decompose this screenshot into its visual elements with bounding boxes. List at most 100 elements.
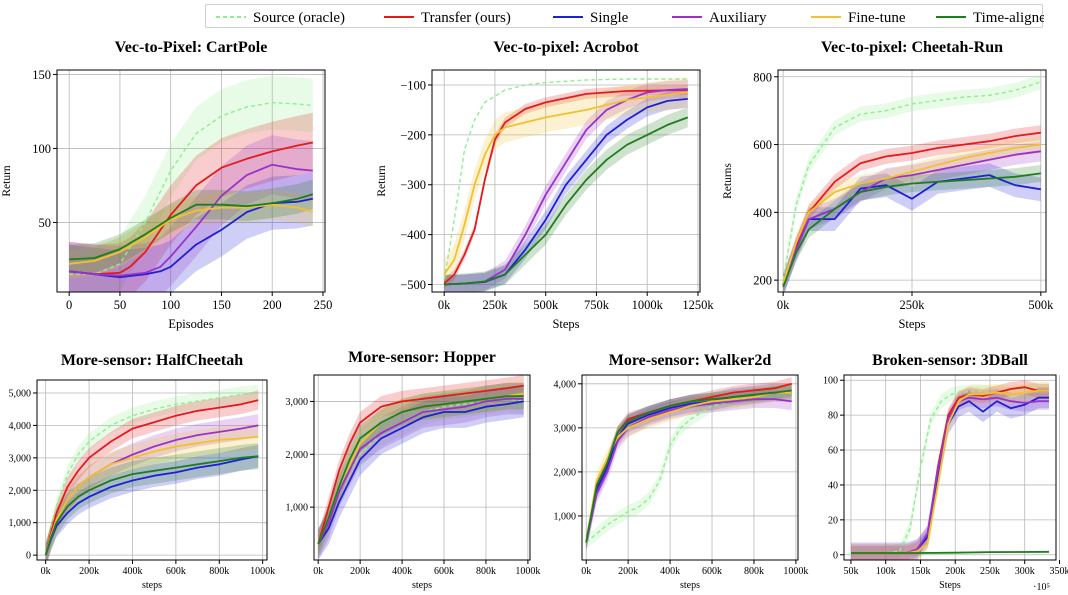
x-tick-label: 250k xyxy=(482,298,508,312)
series-group xyxy=(586,377,792,551)
y-tick-label: 50 xyxy=(39,216,52,230)
x-tick-label: 1000k xyxy=(632,298,664,312)
y-tick-label: 40 xyxy=(828,480,838,491)
y-tick-label: 5,000 xyxy=(9,388,32,399)
x-tick-label: 600k xyxy=(702,566,722,577)
series-group xyxy=(46,385,259,568)
x-tick-label: 500k xyxy=(533,298,559,312)
chart-title: Vec-to-Pixel: CartPole xyxy=(115,39,268,56)
x-tick-label: 200k xyxy=(945,566,965,577)
chart-vec-to-pixel-acrobot: Vec-to-pixel: Acrobot0k 250k 500k 750k 1000k… xyxy=(376,39,714,331)
chart-broken-sensor-3dball: Broken-sensor: 3DBall 50k 100k 150k 200k 250k… xyxy=(823,352,1068,593)
x-tick-label: 50k xyxy=(843,566,858,577)
x-tick-label: 250k xyxy=(900,298,926,312)
y-tick-label: 4,000 xyxy=(9,421,32,432)
x-tick-label: 0k xyxy=(777,298,790,312)
x-tick-label: 0k xyxy=(438,298,451,312)
x-axis-label: steps xyxy=(142,580,162,591)
series-group xyxy=(318,375,524,560)
x-tick-label: 50 xyxy=(114,298,127,312)
x-tick-label: 600k xyxy=(166,566,186,577)
series-group xyxy=(851,380,1049,563)
x-tick-label: 800k xyxy=(476,566,496,577)
y-axis-label: Return xyxy=(376,165,388,197)
y-tick-label: 0 xyxy=(26,551,31,562)
chart-more-sensor-halfcheetah: More-sensor: HalfCheetah 0k 200k 400k 600k 80… xyxy=(9,352,276,591)
x-tick-label: 1000k xyxy=(515,566,540,577)
x-tick-label: 500k xyxy=(1028,298,1054,312)
x-tick-label: 600k xyxy=(434,566,454,577)
chart-title: More-sensor: Walker2d xyxy=(609,352,772,369)
y-tick-label: 3,000 xyxy=(286,397,309,408)
y-tick-label: 20 xyxy=(828,515,838,526)
x-tick-label: 200k xyxy=(79,566,99,577)
y-tick-label: −400 xyxy=(400,228,426,242)
y-tick-label: 200 xyxy=(753,274,772,288)
y-tick-label: 1,000 xyxy=(9,518,32,529)
x-tick-label: 800k xyxy=(209,566,229,577)
y-tick-label: 600 xyxy=(753,138,772,152)
chart-vec-to-pixel-cartpole: Vec-to-Pixel: CartPole 0 50 100 150 200 250 50 1… xyxy=(1,39,332,331)
chart-title: More-sensor: HalfCheetah xyxy=(61,352,243,369)
x-tick-label: 350k xyxy=(1049,566,1068,577)
y-tick-label: 1,000 xyxy=(554,511,577,522)
y-tick-label: 100 xyxy=(32,142,51,156)
x-axis-offset-label: ·10⁵ xyxy=(1033,582,1050,593)
x-tick-label: 150k xyxy=(910,566,930,577)
x-tick-label: 100 xyxy=(161,298,180,312)
y-tick-label: 60 xyxy=(828,446,838,457)
x-tick-label: 1000k xyxy=(250,566,275,577)
x-axis-label: Steps xyxy=(898,317,925,331)
x-tick-label: 250k xyxy=(980,566,1000,577)
x-tick-label: 200 xyxy=(263,298,282,312)
y-tick-label: 400 xyxy=(753,206,772,220)
y-tick-label: 4,000 xyxy=(554,379,577,390)
x-tick-label: 1250k xyxy=(682,298,714,312)
chart-title: Vec-to-pixel: Cheetah-Run xyxy=(821,39,1003,56)
x-tick-label: 0 xyxy=(66,298,72,312)
y-tick-label: 150 xyxy=(32,68,51,82)
x-tick-label: 400k xyxy=(660,566,680,577)
y-tick-label: 0 xyxy=(833,550,838,561)
x-tick-label: 0k xyxy=(41,566,51,577)
x-tick-label: 0k xyxy=(581,566,591,577)
x-tick-label: 1000k xyxy=(783,566,808,577)
x-axis-label: Steps xyxy=(939,580,961,591)
x-tick-label: 800k xyxy=(744,566,764,577)
y-tick-label: −300 xyxy=(400,178,426,192)
x-axis-label: Episodes xyxy=(168,317,213,331)
x-tick-label: 200k xyxy=(350,566,370,577)
x-tick-label: 300k xyxy=(1015,566,1035,577)
y-tick-label: 3,000 xyxy=(9,453,32,464)
x-tick-label: 400k xyxy=(392,566,412,577)
x-tick-label: 250 xyxy=(314,298,333,312)
chart-more-sensor-hopper: More-sensor: Hopper 0k 200k 400k 600k 800k 100… xyxy=(286,349,541,591)
x-tick-label: 400k xyxy=(122,566,142,577)
chart-vec-to-pixel-cheetah-run: Vec-to-pixel: Cheetah-Run 0k 250k 500k 200 40… xyxy=(722,39,1054,331)
x-tick-label: 100k xyxy=(876,566,896,577)
x-axis-label: Steps xyxy=(552,317,579,331)
y-tick-label: 100 xyxy=(823,376,838,387)
series-group xyxy=(444,78,688,295)
y-tick-label: 800 xyxy=(753,70,772,84)
x-axis-label: steps xyxy=(680,580,700,591)
x-tick-label: 200k xyxy=(618,566,638,577)
y-tick-label: −500 xyxy=(400,278,426,292)
y-tick-label: −100 xyxy=(400,78,426,92)
x-axis-label: steps xyxy=(412,580,432,591)
series-group xyxy=(69,76,313,305)
chart-title: Broken-sensor: 3DBall xyxy=(872,352,1028,369)
x-tick-label: 0k xyxy=(313,566,323,577)
y-tick-label: 3,000 xyxy=(554,423,577,434)
band-fine-tune xyxy=(586,384,792,551)
y-tick-label: 80 xyxy=(828,411,838,422)
y-tick-label: −200 xyxy=(400,128,426,142)
x-tick-label: 750k xyxy=(584,298,610,312)
chart-title: More-sensor: Hopper xyxy=(348,349,496,366)
x-tick-label: 150 xyxy=(212,298,231,312)
y-tick-label: 2,000 xyxy=(9,486,32,497)
y-tick-label: 2,000 xyxy=(554,467,577,478)
chart-more-sensor-walker2d: More-sensor: Walker2d 0k 200k 400k 600k 800k 1… xyxy=(554,352,809,591)
y-tick-label: 1,000 xyxy=(286,503,309,514)
